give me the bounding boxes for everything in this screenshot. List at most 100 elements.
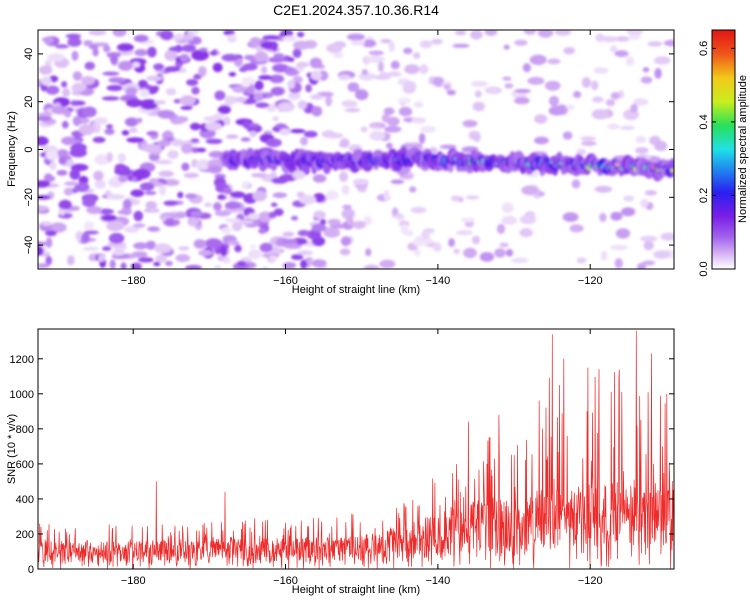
heatmap-cell (247, 213, 260, 220)
heatmap-cell (88, 30, 107, 36)
heatmap-cell (136, 117, 143, 124)
x-tick-label: −120 (578, 575, 603, 587)
heatmap-cell (254, 80, 264, 91)
heatmap-cell (262, 35, 281, 40)
heatmap-cell (191, 147, 199, 154)
heatmap-cell (607, 123, 620, 130)
heatmap-cell (82, 106, 97, 118)
heatmap-cell (563, 47, 576, 55)
heatmap-cell (448, 238, 455, 248)
heatmap-cell (340, 236, 352, 247)
heatmap-cell (123, 225, 140, 234)
colorbar-ticks: 0.0 0.2 0.4 0.6 (698, 41, 735, 277)
heatmap-cell (285, 66, 294, 72)
heatmap-cell (391, 214, 405, 219)
heatmap-cell (413, 52, 421, 59)
heatmap-cell (72, 71, 83, 81)
heatmap-cell (221, 226, 232, 235)
heatmap-cell (248, 249, 262, 260)
heatmap-cell (212, 62, 223, 73)
heatmap-cell (297, 250, 314, 256)
heatmap-cell (133, 210, 144, 222)
heatmap-cell (234, 244, 242, 253)
colorbar: 0.0 0.2 0.4 0.6 Normalized spectral amplitu… (698, 29, 749, 277)
heatmap-cell (326, 43, 343, 53)
heatmap-cell (196, 147, 207, 153)
heatmap-cell (292, 48, 302, 59)
heatmap-cell (62, 87, 70, 97)
heatmap-cell (634, 147, 649, 154)
heatmap-cell (339, 248, 351, 256)
heatmap-cell (234, 96, 247, 103)
heatmap-cell (114, 165, 130, 173)
heatmap-cell (514, 96, 530, 105)
heatmap-cell (643, 240, 654, 251)
heatmap-cell (338, 142, 347, 148)
heatmap-cell (502, 76, 512, 81)
heatmap-cell (282, 262, 297, 269)
heatmap-cell (222, 187, 233, 195)
heatmap-cell (217, 105, 231, 115)
heatmap-cell (180, 105, 193, 110)
heatmap-cell (357, 187, 367, 193)
heatmap-cell (125, 86, 138, 96)
heatmap-cell (203, 116, 221, 122)
heatmap-cell (109, 54, 117, 64)
heatmap-cell (237, 220, 254, 225)
colorbar-tick-label: 0.0 (698, 261, 710, 276)
heatmap-cell (439, 144, 457, 149)
heatmap-cell (470, 30, 483, 40)
heatmap-cell (548, 95, 560, 107)
heatmap-cell (232, 85, 247, 93)
heatmap-cell (84, 61, 96, 71)
heatmap-cell (133, 34, 149, 43)
snr-x-ticks: −180 −160 −140 −120 (121, 329, 603, 587)
heatmap-cell (640, 235, 658, 242)
heatmap-cell (332, 52, 344, 59)
colorbar-tick-label: 0.6 (698, 41, 710, 56)
heatmap-cell (494, 248, 506, 258)
heatmap-cell (98, 255, 106, 262)
colorbar-tick-label: 0.4 (698, 114, 710, 129)
heatmap-cell (501, 215, 518, 225)
heatmap-cell (246, 123, 260, 128)
heatmap-cell (220, 245, 228, 257)
heatmap-cell (45, 230, 57, 237)
heatmap-cell (595, 33, 605, 42)
heatmap-cell (147, 226, 160, 232)
heatmap-cell (117, 153, 126, 163)
heatmap-cell (179, 95, 196, 106)
heatmap-cell (402, 80, 417, 92)
heatmap-cell (198, 249, 213, 256)
heatmap-cell (361, 39, 377, 48)
heatmap-cell (261, 66, 268, 74)
heatmap-cell (255, 102, 270, 108)
heatmap-cell (499, 242, 509, 248)
heatmap-cell (154, 100, 167, 105)
heatmap-cell (179, 53, 190, 63)
heatmap-cell (94, 154, 110, 165)
heatmap-cell (571, 179, 581, 189)
heatmap-cell (38, 115, 52, 122)
heatmap-cell (88, 44, 99, 50)
heatmap-cell (534, 136, 549, 145)
heatmap-cell (222, 257, 231, 264)
heatmap-cell (292, 40, 310, 50)
heatmap-cell (341, 184, 350, 195)
heatmap-cell (224, 218, 242, 223)
heatmap-cell (307, 229, 322, 240)
heatmap-cell (164, 66, 181, 72)
heatmap-cell (138, 257, 154, 263)
heatmap-cell (207, 165, 222, 174)
heatmap-cell (124, 117, 139, 127)
heatmap-cell (377, 61, 384, 73)
x-tick-label: −160 (273, 275, 298, 287)
heatmap-cell (121, 130, 130, 136)
heatmap-cell (269, 74, 285, 84)
heatmap-cell (342, 204, 352, 210)
heatmap-cell (45, 255, 53, 266)
heatmap-cell (261, 266, 269, 269)
heatmap-cell (38, 195, 51, 200)
y-tick-label: 1000 (10, 389, 34, 401)
